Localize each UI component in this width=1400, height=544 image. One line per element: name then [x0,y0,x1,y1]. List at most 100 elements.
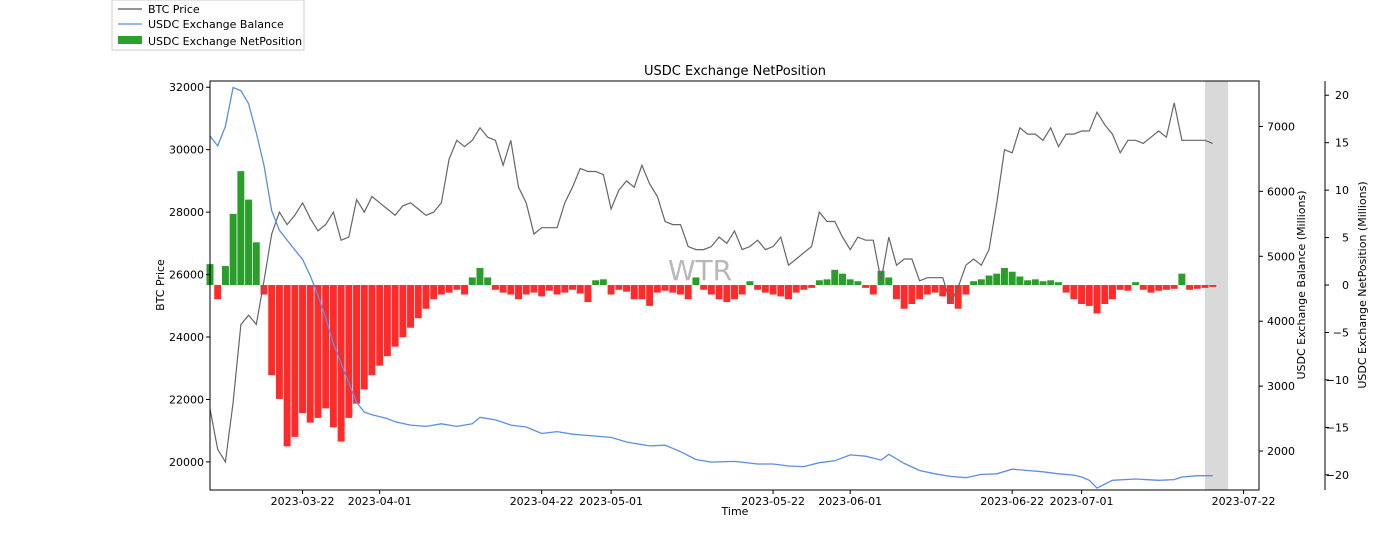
netposition-bar [669,285,677,293]
y-right-netposition-tick-label: −5 [1333,326,1349,339]
netposition-bar [476,267,484,286]
netposition-bar [599,279,607,286]
netposition-bar [569,285,576,290]
netposition-bar [237,171,245,286]
x-axis-title: Time [721,505,749,518]
netposition-bar [461,285,469,295]
netposition-bar [229,213,237,286]
netposition-bar [792,285,800,293]
y-left-tick-label: 22000 [169,393,204,406]
netposition-bar [862,285,870,288]
netposition-bar [1193,285,1201,289]
netposition-bar [1062,285,1070,293]
netposition-bar [414,285,422,319]
y-left-tick-label: 26000 [169,269,204,282]
y-right-netposition-tick-label: 5 [1342,232,1349,245]
netposition-bar [831,269,839,286]
netposition-bar [839,273,846,286]
netposition-bar [260,285,268,295]
netposition-bar [1178,273,1186,286]
netposition-bar [268,285,276,376]
y-right-netposition-tick-label: 10 [1335,184,1349,197]
btc-price-line [209,102,1213,464]
netposition-bar [576,285,584,294]
netposition-bar [468,277,476,286]
netposition-bar [1209,285,1217,287]
netposition-bar [422,285,430,309]
netposition-bar [677,285,684,295]
legend-netposition-label: USDC Exchange NetPosition [148,35,302,48]
legend: BTC Price USDC Exchange Balance USDC Exc… [111,0,305,51]
y-left-tick-label: 28000 [169,206,204,219]
legend-netposition-swatch [118,36,142,44]
netposition-bar [391,285,399,347]
netposition-bar [1170,285,1178,289]
netposition-bar [275,285,283,399]
y-right-balance-tick-label: 2000 [1267,445,1295,458]
netposition-bar [646,285,654,306]
netposition-bar [723,285,731,303]
netposition-bar [437,285,445,295]
netposition-bar [684,285,692,300]
netposition-bar [785,285,792,300]
legend-balance-label: USDC Exchange Balance [148,18,284,31]
netposition-bar [1047,280,1055,286]
netposition-bar [383,285,391,357]
netposition-bar [908,285,916,305]
netposition-bar [584,285,592,303]
netposition-bar [499,285,507,293]
netposition-bar [623,285,630,292]
y-right-netposition-tick-label: −10 [1326,374,1349,387]
netposition-bar [954,285,962,309]
netposition-bar [322,285,330,409]
y-axis-left: 20000 22000 24000 26000 28000 30000 32000 [169,81,210,469]
netposition-bar [1008,271,1016,286]
netposition-bar [939,285,947,297]
netposition-bar [962,285,970,295]
y-right-balance-tick-label: 3000 [1267,380,1295,393]
netposition-bar [893,285,900,300]
y-right-balance-tick-label: 7000 [1267,120,1295,133]
netposition-bar [561,285,569,293]
netposition-bar [1039,281,1047,286]
netposition-bar [800,285,808,290]
netposition-bar [769,285,777,295]
netposition-bar [314,285,322,418]
netposition-bar [299,285,307,414]
netposition-bar [630,285,638,300]
netposition-bar [353,285,361,404]
netposition-bar [1186,285,1194,290]
netposition-bar [661,285,669,291]
netposition-bar [653,285,661,293]
netposition-bar [1201,285,1209,288]
netposition-bar [1093,285,1101,314]
netposition-bar [592,280,600,286]
legend-btc-label: BTC Price [148,3,200,16]
netposition-bar [900,285,908,309]
y-left-tick-label: 32000 [169,81,204,94]
netposition-bar [245,199,253,286]
netposition-bar [815,280,823,286]
netposition-bar [916,285,924,300]
netposition-bar [1155,285,1163,291]
netposition-bar [777,285,785,297]
netposition-bar [491,285,499,290]
y-right-balance-tick-label: 6000 [1267,185,1295,198]
netposition-bar [530,285,538,293]
netposition-bar [1147,285,1155,293]
netposition-bar [923,285,931,295]
x-axis: 2023-03-22 2023-04-01 2023-04-22 2023-05-01… [271,490,1276,508]
x-tick-label: 2023-05-01 [579,495,643,508]
y-axis-right-balance: 2000 3000 4000 5000 6000 7000 [1259,120,1295,458]
netposition-bar [754,285,762,290]
chart-title: USDC Exchange NetPosition [644,64,826,79]
y-left-tick-label: 30000 [169,144,204,157]
netposition-bar [1031,279,1039,286]
netposition-bar [707,285,715,295]
netposition-bar [214,285,222,300]
netposition-bar [283,285,291,447]
netposition-bar [970,281,978,286]
netposition-bar [360,285,368,390]
y-left-tick-label: 20000 [169,456,204,469]
